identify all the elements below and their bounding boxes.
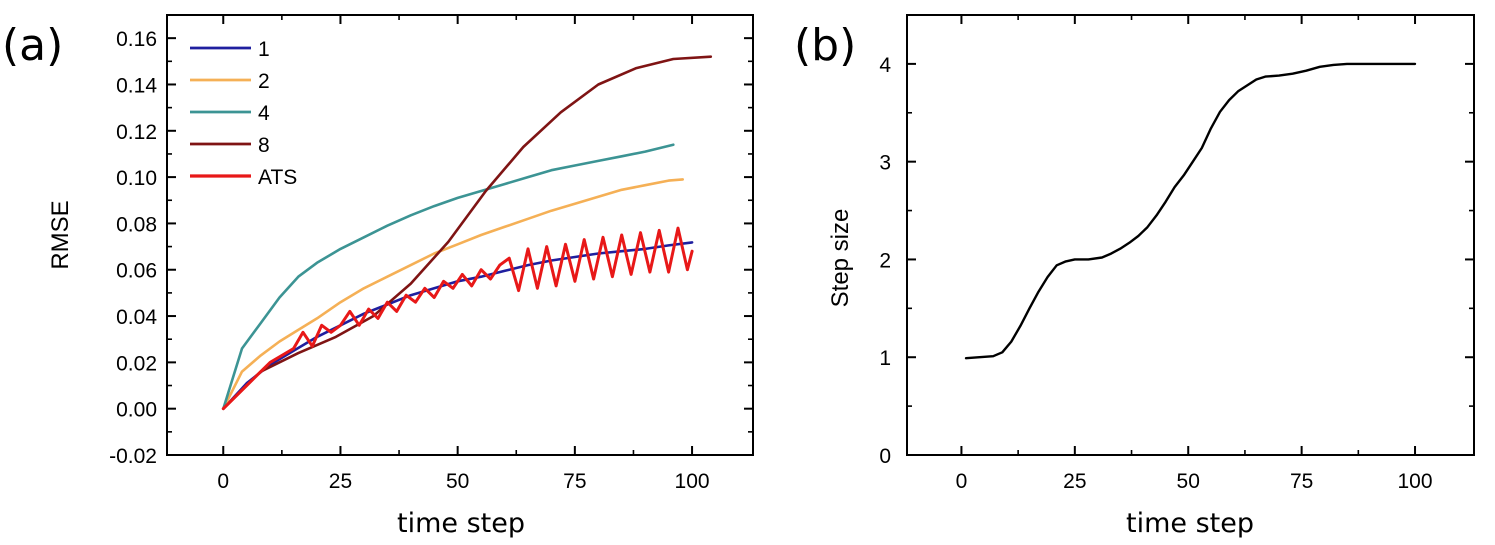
panel-b-x-axis-label: time step <box>1126 508 1254 539</box>
panel-b-y-axis-label: Step size <box>827 209 854 308</box>
panel-a-series <box>221 55 713 411</box>
y-tick-label: 0.06 <box>116 260 157 283</box>
y-tick-label: 0 <box>879 445 891 468</box>
y-tick-label: 0.12 <box>116 121 157 144</box>
y-tick-label: 0.02 <box>116 352 157 375</box>
legend-label-4: 4 <box>258 102 270 125</box>
legend-label-ats: ATS <box>258 166 297 189</box>
y-tick-label: 3 <box>879 152 891 175</box>
panel-a-legend: 1 2 4 8 ATS <box>190 38 297 189</box>
panel-a-y-axis-label: RMSE <box>47 200 74 269</box>
series-line-ats <box>221 226 694 411</box>
x-tick-label: 75 <box>563 470 586 493</box>
x-tick-label: 100 <box>675 470 710 493</box>
legend-label-1: 1 <box>258 38 270 61</box>
panel-label-b: (b) <box>794 20 856 71</box>
y-tick-label: 0.04 <box>116 306 157 329</box>
series-line-4 <box>222 143 675 411</box>
y-tick-label: 2 <box>879 249 891 272</box>
y-tick-label: 1 <box>879 347 891 370</box>
x-tick-label: 50 <box>1177 470 1200 493</box>
legend-label-2: 2 <box>258 70 270 93</box>
x-tick-label: 25 <box>1063 470 1086 493</box>
series-line-8 <box>222 55 713 411</box>
panel-a-axis-ticks: 0 25 50 75 100 -0.02 0.00 0.02 0.04 0.06 0.08 0.10 0… <box>109 15 753 493</box>
x-tick-label: 50 <box>446 470 469 493</box>
y-tick-label: 0.00 <box>116 399 157 422</box>
x-tick-label: 0 <box>956 470 968 493</box>
panel-a: (a) 0 25 50 75 100-0.020.000.020.040.060.080… <box>2 14 754 539</box>
panel-a-x-axis-label: time step <box>397 508 525 539</box>
y-tick-label: 4 <box>879 54 891 77</box>
panel-b-plot-frame <box>906 14 1475 456</box>
series-line-2 <box>222 178 685 411</box>
panel-b-series <box>964 62 1417 360</box>
panel-b-axis-ticks: 0 25 50 75 100 0 1 2 3 4 <box>879 15 1474 493</box>
series-line-step-size <box>964 62 1417 360</box>
y-tick-label: 0.10 <box>116 167 157 190</box>
y-tick-label: 0.08 <box>116 213 157 236</box>
series-line-1 <box>222 241 694 411</box>
panel-b: (b) 0 25 50 75 100 0 1 2 3 4 time step Step size <box>794 14 1475 539</box>
x-tick-label: 75 <box>1290 470 1313 493</box>
panel-a-plot-frame <box>166 14 754 456</box>
x-tick-label: 0 <box>217 470 229 493</box>
y-tick-label: 0.14 <box>116 74 157 97</box>
x-tick-label: 100 <box>1398 470 1433 493</box>
y-tick-label: 0.16 <box>116 28 157 51</box>
legend-label-8: 8 <box>258 134 270 157</box>
y-tick-label: -0.02 <box>109 445 157 468</box>
x-tick-label: 25 <box>329 470 352 493</box>
panel-label-a: (a) <box>2 20 63 71</box>
